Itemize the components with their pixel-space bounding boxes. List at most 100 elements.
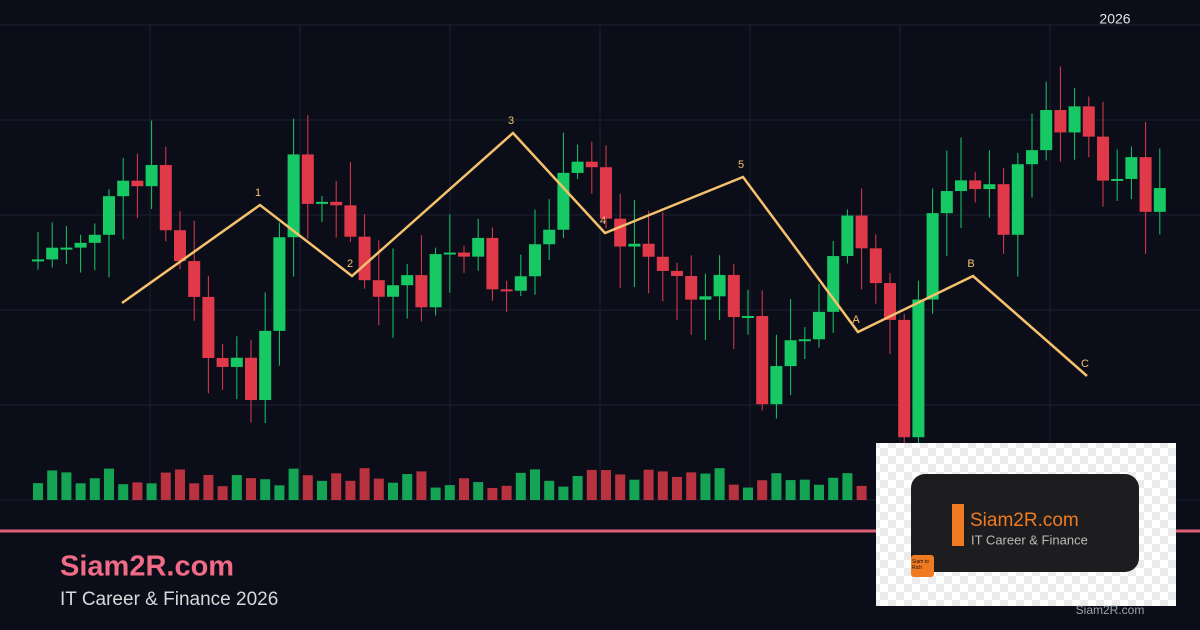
volume-bar xyxy=(785,480,796,500)
candle xyxy=(273,237,286,331)
candle xyxy=(401,275,414,286)
candle xyxy=(245,357,257,401)
candle xyxy=(671,270,683,277)
candle xyxy=(585,161,598,168)
candle xyxy=(983,184,996,190)
candle xyxy=(46,247,59,260)
volume-bar xyxy=(487,487,498,500)
volume-bar xyxy=(686,472,697,500)
candle xyxy=(685,276,698,300)
logo-icon xyxy=(911,555,934,577)
brand-tagline: IT Career & Finance 2026 xyxy=(60,589,278,610)
watermark: Siam2R.com xyxy=(1076,603,1145,617)
volume-bar xyxy=(842,473,853,500)
candle xyxy=(869,248,882,284)
volume-bar xyxy=(246,478,256,500)
candle xyxy=(202,296,215,359)
volume-bar xyxy=(189,483,200,500)
candle xyxy=(415,275,428,308)
candle xyxy=(997,184,1010,235)
candle xyxy=(727,274,740,318)
candle xyxy=(898,319,911,438)
candle xyxy=(287,154,300,238)
volume-bar xyxy=(444,485,455,500)
candle xyxy=(344,205,357,237)
candle xyxy=(784,340,797,367)
wave: 1 2 3 4 5 A B C xyxy=(121,115,1089,377)
candle xyxy=(330,201,343,206)
volume-bar xyxy=(260,479,271,500)
candle xyxy=(628,243,641,247)
volume-bar xyxy=(217,486,228,500)
candle xyxy=(60,247,73,250)
year: 2026 xyxy=(1099,11,1130,27)
wave-line xyxy=(121,131,1088,377)
volume-bar xyxy=(544,480,555,500)
volume-bar xyxy=(274,485,285,500)
volume-bar xyxy=(515,472,526,500)
logo-icon-text-box: Siam to Rich xyxy=(912,559,929,571)
candle xyxy=(1026,150,1038,165)
candle xyxy=(159,165,172,231)
wave-label: A xyxy=(852,314,860,326)
volume-bar xyxy=(430,487,441,500)
logo-icon-text: Siam to Rich xyxy=(912,559,929,571)
logo-card xyxy=(911,474,1139,572)
candle xyxy=(557,172,570,230)
candle xyxy=(756,316,769,405)
wave-label: 5 xyxy=(738,159,744,171)
volume-bar xyxy=(459,478,469,500)
volume-bar xyxy=(501,485,512,500)
volume-bar xyxy=(615,474,626,500)
candle xyxy=(117,180,130,197)
volume-bar xyxy=(47,470,58,500)
volume-bar xyxy=(771,473,782,500)
candle xyxy=(1097,136,1109,181)
candle xyxy=(32,259,44,262)
candle xyxy=(642,243,655,257)
volume-bar xyxy=(331,473,342,500)
volume-bar xyxy=(700,473,711,500)
volume-bar xyxy=(203,474,214,500)
volume-bar xyxy=(629,479,640,500)
candle xyxy=(358,236,371,281)
volume-bar xyxy=(799,479,810,500)
volume-bar xyxy=(530,469,540,500)
volume-bar xyxy=(828,477,839,500)
candle xyxy=(571,161,584,173)
candle xyxy=(301,154,314,204)
candle xyxy=(1111,178,1124,181)
candle xyxy=(969,180,982,190)
candle xyxy=(230,357,243,367)
volume-bar xyxy=(146,483,157,500)
volume-bar xyxy=(672,476,682,500)
wave-label: C xyxy=(1081,358,1089,370)
volume-bar xyxy=(643,469,654,500)
volume-bar xyxy=(402,474,413,500)
volume-bar xyxy=(388,482,398,500)
volume xyxy=(33,468,867,500)
volume-bar xyxy=(657,471,668,500)
candle xyxy=(458,252,470,257)
logo-name: Siam2R.com xyxy=(970,510,1079,531)
candle xyxy=(103,196,115,235)
wave-label: 2 xyxy=(347,258,353,270)
volume-bar xyxy=(175,469,185,500)
volume-bar xyxy=(856,485,867,500)
candle xyxy=(259,330,272,401)
candle xyxy=(387,285,399,297)
logo-tagline: IT Career & Finance xyxy=(971,532,1088,547)
candle xyxy=(699,296,712,300)
volume-bar xyxy=(160,472,171,500)
candle xyxy=(1082,106,1095,137)
wave-label: 1 xyxy=(255,187,261,199)
candle xyxy=(770,366,783,405)
candle xyxy=(486,237,499,290)
volume-bar xyxy=(601,470,611,500)
brand-name: Siam2R.com xyxy=(60,551,234,583)
candle xyxy=(145,165,158,187)
candle xyxy=(600,167,612,219)
volume-bar xyxy=(118,484,129,500)
volume-bar xyxy=(33,483,43,500)
